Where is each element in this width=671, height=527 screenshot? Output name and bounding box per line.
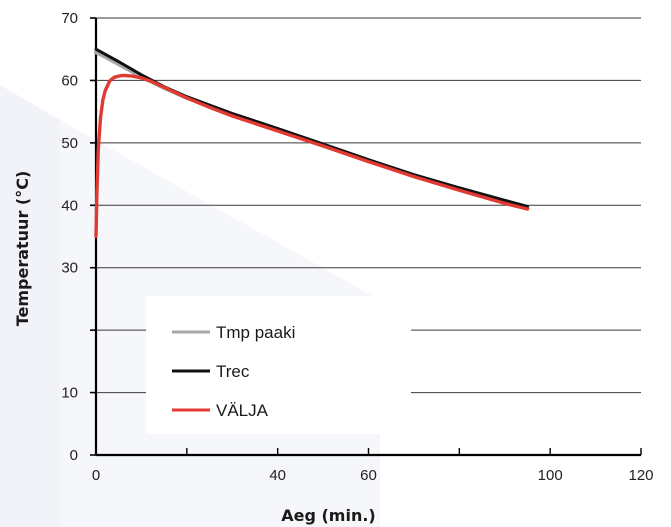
y-tick-label: 10 [61,385,78,402]
y-axis-title: Temperatuur (°C) [13,171,32,327]
axes: 0 10 30 40 50 60 70 0 40 60 100 120 [61,10,653,484]
legend-label: Tmp paaki [216,323,295,342]
y-tick-label: 0 [70,447,78,464]
x-tick-label: 40 [269,467,286,484]
y-tick-label: 60 [61,72,78,89]
background-watermark-band [0,85,60,527]
y-tick-label: 50 [61,135,78,152]
series-lines [94,47,530,239]
x-tick-label: 60 [360,467,377,484]
y-tick-label: 70 [61,10,78,27]
legend-box [146,296,411,434]
legend: Tmp paaki Trec VÄLJA [146,296,411,434]
y-tick-label: 30 [61,260,78,277]
y-tick-label: 40 [61,197,78,214]
legend-label: VÄLJA [216,401,269,420]
x-tick-label: 100 [538,467,563,484]
x-tick-label: 0 [92,467,100,484]
series-line [94,73,530,239]
x-tick-label: 120 [628,467,653,484]
x-axis-title: Aeg (min.) [281,506,376,525]
series-line [94,47,529,208]
legend-label: Trec [216,362,250,381]
